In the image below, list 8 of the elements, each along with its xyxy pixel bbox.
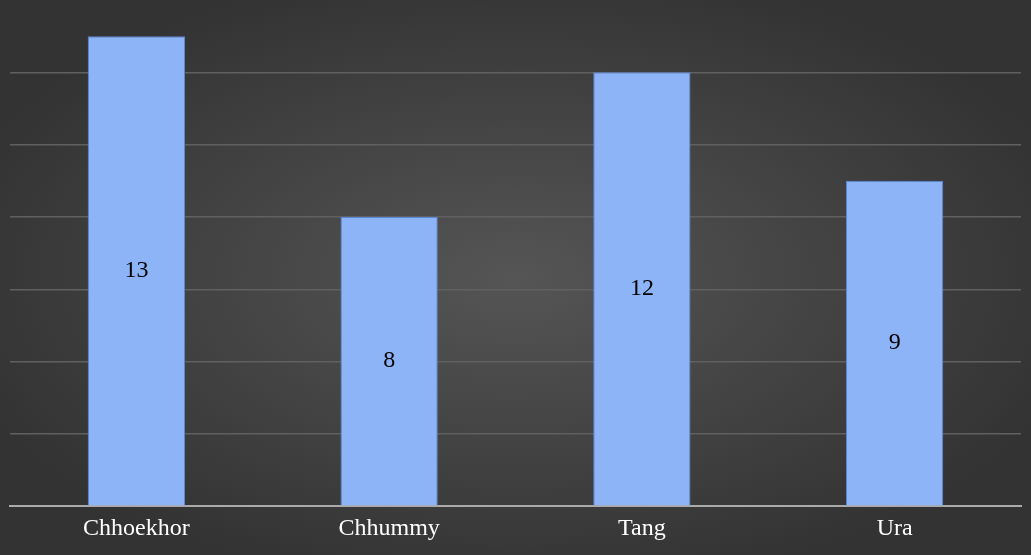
x-tick-label: Ura [876, 513, 913, 540]
x-tick-label: Tang [618, 513, 666, 540]
data-label: 8 [383, 346, 396, 373]
data-label: 9 [888, 328, 901, 355]
x-tick-label: Chhummy [338, 513, 440, 540]
data-label: 12 [629, 274, 654, 301]
x-tick-label: Chhoekhor [83, 513, 190, 540]
data-label: 13 [124, 256, 149, 283]
